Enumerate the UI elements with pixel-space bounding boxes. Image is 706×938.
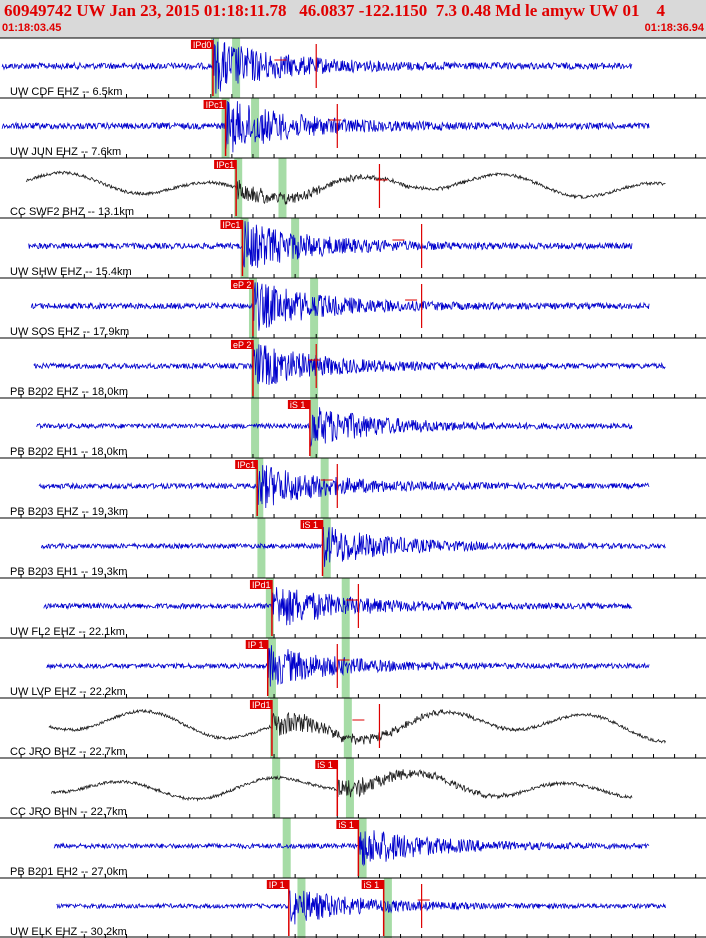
pick-flag [249, 700, 272, 709]
pick-flag [190, 40, 213, 49]
pick-flag [230, 280, 253, 289]
waveform-trace [25, 170, 666, 205]
station-label: UW CDF EHZ -- 6.5km [10, 86, 122, 98]
pick-label: eP 2 [233, 280, 251, 290]
p-window-band [257, 518, 266, 578]
pick-label: IPd1 [252, 700, 271, 710]
waveform-trace [1, 100, 650, 153]
p-window-band [270, 698, 279, 758]
station-label: PB B202 EHZ -- 18.0km [10, 386, 128, 398]
station-label: UW SOS EHZ -- 17.9km [10, 326, 129, 338]
p-window-band [297, 878, 306, 938]
s-window-band [251, 98, 260, 158]
pick-flag [249, 580, 272, 589]
pick-label: IPd0 [193, 40, 212, 50]
start-time: 01:18:03.45 [2, 22, 62, 34]
waveform-trace [48, 708, 666, 745]
station-label: UW JUN EHZ -- 7.6km [10, 146, 121, 158]
pick-flag [266, 880, 289, 889]
s-window-band [345, 758, 354, 818]
s-window-band [278, 158, 287, 218]
station-label: PB B203 EHZ -- 19.3km [10, 506, 128, 518]
pick-flag [315, 760, 338, 769]
pick-flag [214, 160, 237, 169]
waveform-trace [46, 645, 650, 687]
pick-label: iS 1 [364, 880, 380, 890]
pick-flag [245, 640, 268, 649]
pick-label: IP 1 [269, 880, 285, 890]
station-label: CC JRO BHZ -- 22.7km [10, 746, 126, 758]
header-bar: 60949742 UW Jan 23, 2015 01:18:11.78 46.… [0, 0, 706, 38]
station-label: CC SWF2 BHZ -- 13.1km [10, 206, 134, 218]
station-label: UW ELK EHZ -- 30.2km [10, 926, 127, 938]
pick-flag [300, 520, 323, 529]
waveform-trace [40, 526, 666, 567]
pick-label: iS 1 [290, 400, 306, 410]
pick-flag [361, 880, 384, 889]
waveform-trace [38, 465, 650, 509]
pick-flag [230, 340, 253, 349]
p-window-band [255, 458, 264, 518]
waveform-trace [53, 830, 650, 867]
waveform-trace [36, 407, 633, 447]
p-window-band [272, 758, 281, 818]
station-label: UW FL2 EHZ -- 22.1km [10, 626, 125, 638]
pick-label: iS 1 [338, 820, 354, 830]
waveform-trace [56, 890, 666, 925]
p-window-band [265, 578, 274, 638]
pick-flag [336, 820, 359, 829]
waveform-trace [28, 221, 633, 268]
p-window-band [251, 398, 260, 458]
waveform-trace [43, 587, 633, 626]
pick-label: IPc1 [216, 160, 234, 170]
pick-flag [203, 100, 226, 109]
pick-flag [220, 220, 243, 229]
waveform-trace [1, 38, 633, 94]
pick-label: IP 1 [248, 640, 264, 650]
p-window-band [282, 818, 291, 878]
pick-label: IPd1 [252, 580, 271, 590]
pick-flag [287, 400, 310, 409]
pick-label: iS 1 [303, 520, 319, 530]
pick-label: IPc1 [222, 220, 240, 230]
station-label: PB B203 EH1 -- 19.3km [10, 566, 127, 578]
event-title: 60949742 UW Jan 23, 2015 01:18:11.78 46.… [4, 1, 665, 20]
waveform-trace [30, 282, 650, 331]
p-window-band [211, 38, 220, 98]
waveform-trace [51, 769, 633, 802]
station-label: PB B201 EH2 -- 27.0km [10, 866, 127, 878]
pick-label: IPc1 [237, 460, 255, 470]
pick-flag [235, 460, 258, 469]
s-window-band [341, 638, 350, 698]
pick-label: iS 1 [317, 760, 333, 770]
s-window-band [343, 698, 352, 758]
station-label: UW SHW EHZ -- 15.4km [10, 266, 132, 278]
station-label: PB B202 EH1 -- 18.0km [10, 446, 127, 458]
p-window-band [234, 158, 243, 218]
pick-label: IPc1 [206, 100, 224, 110]
waveform-trace [33, 343, 666, 385]
station-label: CC JRO BHN -- 22.7km [10, 806, 127, 818]
station-label: UW LVP EHZ -- 22.2km [10, 686, 126, 698]
pick-label: eP 2 [233, 340, 251, 350]
end-time: 01:18:36.94 [644, 22, 704, 34]
